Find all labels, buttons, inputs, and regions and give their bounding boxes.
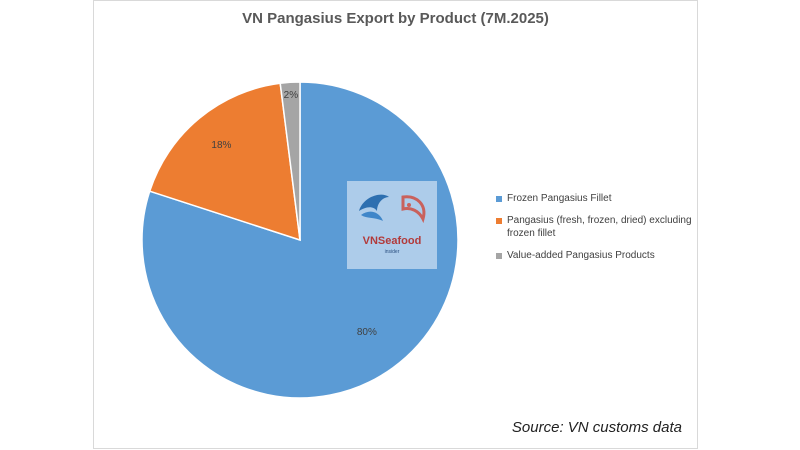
legend-item-value-added: Value-added Pangasius Products [496,249,696,262]
legend-label: Value-added Pangasius Products [507,250,655,261]
data-label: 2% [284,90,299,101]
data-label: 80% [357,327,377,338]
source-note: Source: VN customs data [511,419,682,436]
logo-name: VNSeafood [362,235,422,247]
slice-fresh-frozen-dried [148,82,301,242]
legend-swatch [496,218,502,224]
legend-label: Frozen Pangasius Fillet [507,193,612,204]
slice-frozen-fillet [141,81,459,399]
data-label: 18% [211,140,231,151]
legend-item-fresh-frozen-dried: Pangasius (fresh, frozen, dried) excludi… [496,214,696,240]
slice-value-added [279,81,301,241]
chart-title: VN Pangasius Export by Product (7M.2025) [242,10,549,27]
logo-subtitle: insider [384,249,400,255]
legend-label: Pangasius (fresh, frozen, dried) excludi… [507,215,692,239]
vnseafood-logo: VNSeafood insider [347,181,437,269]
fish-shrimp-icon [359,194,426,224]
legend-swatch [496,196,502,202]
legend-item-frozen-fillet: Frozen Pangasius Fillet [496,192,696,205]
legend-swatch [496,253,502,259]
legend: Frozen Pangasius Fillet Pangasius (fresh… [496,192,696,271]
